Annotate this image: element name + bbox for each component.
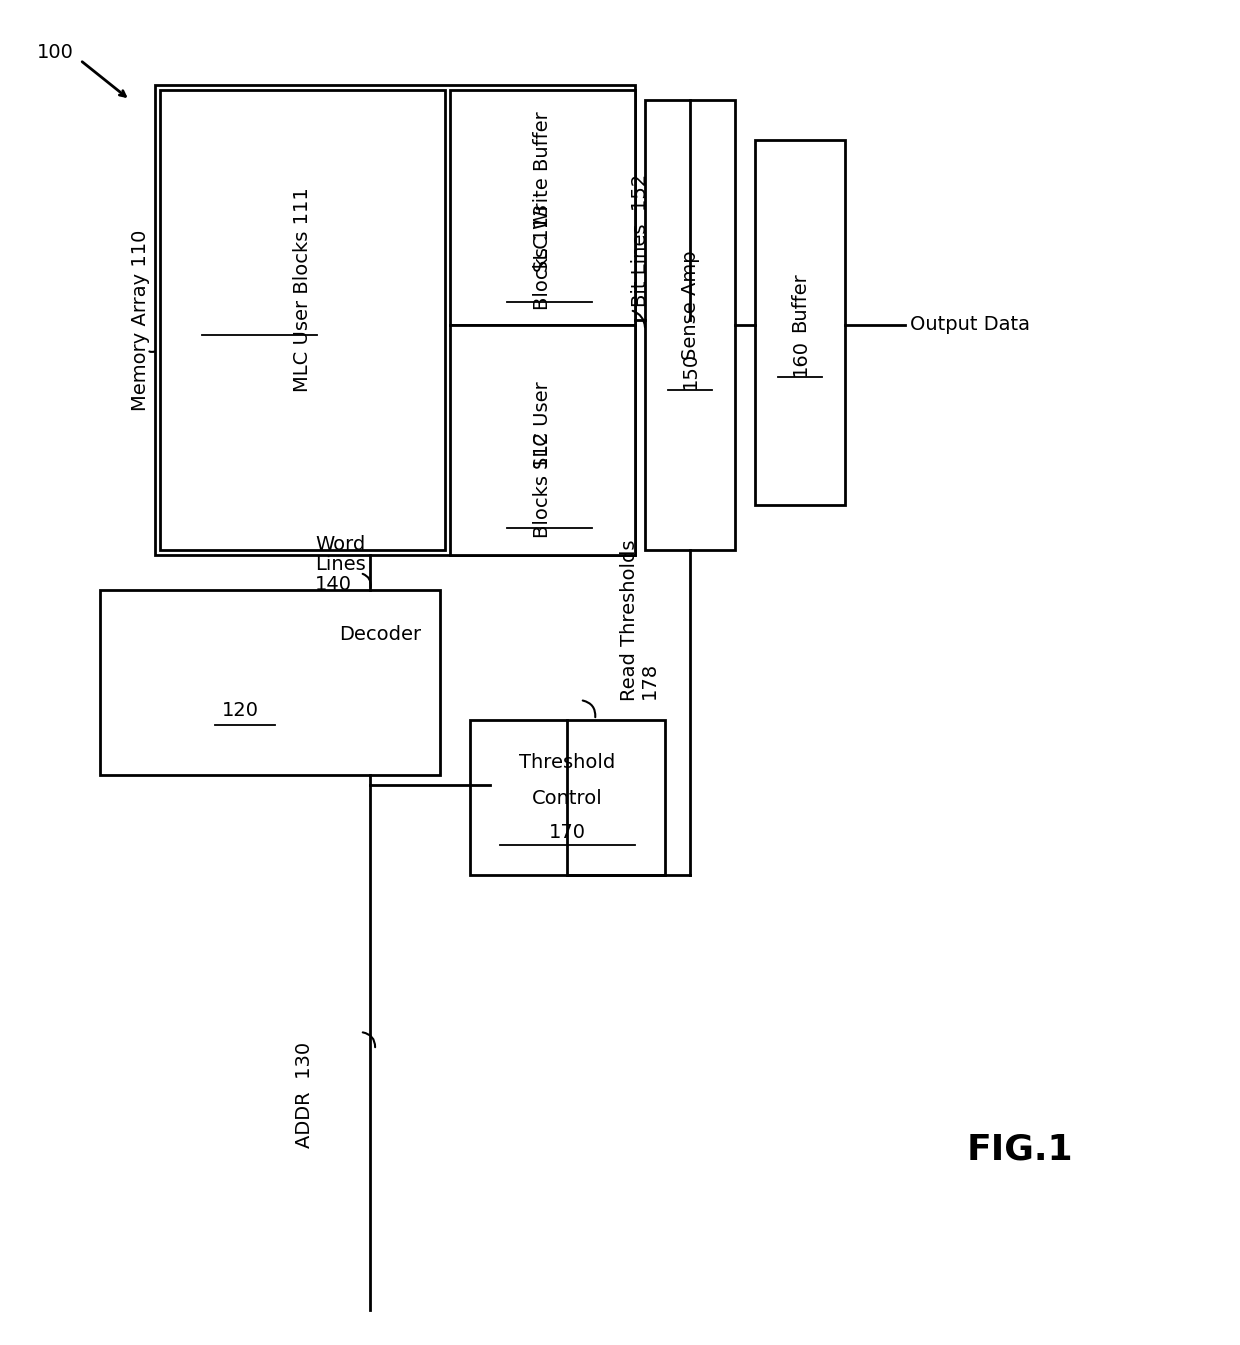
Bar xyxy=(450,90,635,325)
Text: Blocks 112: Blocks 112 xyxy=(532,432,552,538)
Text: 140: 140 xyxy=(315,576,352,594)
Text: 170: 170 xyxy=(548,823,585,842)
Bar xyxy=(160,90,445,550)
Text: SLC User: SLC User xyxy=(532,381,552,469)
Text: SLC Write Buffer: SLC Write Buffer xyxy=(532,112,552,273)
Text: Threshold: Threshold xyxy=(518,752,615,772)
Text: 150: 150 xyxy=(681,351,699,389)
Text: MLC User Blocks 111: MLC User Blocks 111 xyxy=(293,187,311,393)
Text: ADDR  130: ADDR 130 xyxy=(295,1042,314,1149)
Text: Word: Word xyxy=(315,535,366,554)
Bar xyxy=(755,140,844,504)
Bar xyxy=(645,100,735,550)
Text: Output Data: Output Data xyxy=(910,316,1030,335)
Text: Lines: Lines xyxy=(315,555,366,574)
Text: Blocks 113: Blocks 113 xyxy=(532,204,552,311)
Text: Buffer: Buffer xyxy=(791,272,810,332)
Text: Sense Amp: Sense Amp xyxy=(681,250,699,360)
Text: 120: 120 xyxy=(222,701,258,720)
Text: Memory Array 110: Memory Array 110 xyxy=(130,229,150,410)
Bar xyxy=(450,325,635,555)
Text: Decoder: Decoder xyxy=(339,625,422,644)
Text: Bit Lines  152: Bit Lines 152 xyxy=(630,174,650,307)
Text: 160: 160 xyxy=(791,339,810,375)
Text: Read Thresholds: Read Thresholds xyxy=(620,539,639,701)
Text: 178: 178 xyxy=(640,662,658,698)
Text: Control: Control xyxy=(532,788,603,807)
Text: 100: 100 xyxy=(36,43,73,62)
Bar xyxy=(100,590,440,775)
Bar xyxy=(470,720,665,876)
Text: FIG.1: FIG.1 xyxy=(967,1132,1074,1167)
Bar xyxy=(155,85,635,555)
